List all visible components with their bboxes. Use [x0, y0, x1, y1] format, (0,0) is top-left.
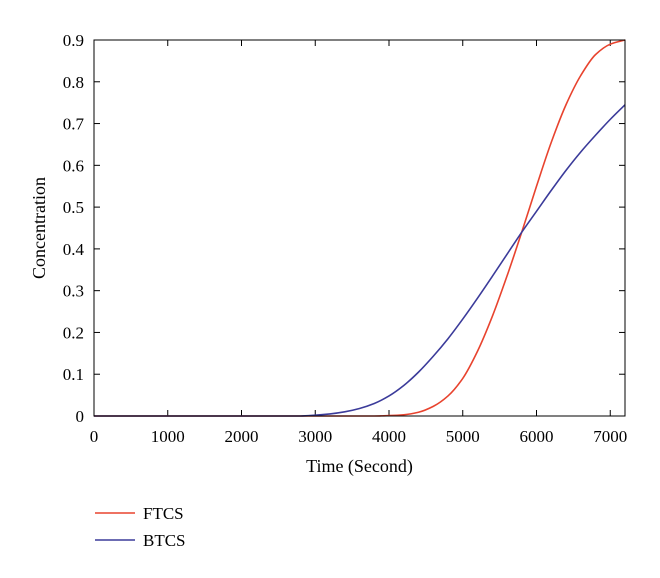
x-tick-label: 7000: [593, 427, 627, 446]
x-tick-label: 6000: [520, 427, 554, 446]
x-tick-label: 2000: [225, 427, 259, 446]
legend-label-ftcs: FTCS: [143, 504, 184, 523]
axis-ticks: 0 1000 2000 3000 4000 5000 6000 7000 0 0.1 0.2 0.3 0…: [63, 31, 628, 446]
series-line-ftcs: [93, 39, 626, 417]
x-tick-label: 5000: [446, 427, 480, 446]
y-tick-label: 0.9: [63, 31, 84, 50]
y-tick-label: 0.4: [63, 240, 85, 259]
y-tick-label: 0.6: [63, 156, 84, 175]
series-lines: [93, 39, 626, 417]
x-tick-label: 0: [90, 427, 99, 446]
legend-label-btcs: BTCS: [143, 531, 186, 550]
x-axis-title: Time (Second): [306, 456, 413, 477]
x-tick-label: 1000: [151, 427, 185, 446]
legend: FTCS BTCS: [95, 504, 186, 550]
y-tick-label: 0.7: [63, 115, 85, 134]
plot-frame: [93, 39, 626, 417]
series-line-btcs: [93, 104, 626, 417]
y-tick-label: 0.5: [63, 198, 84, 217]
y-tick-label: 0: [76, 407, 85, 426]
x-tick-label: 4000: [372, 427, 406, 446]
y-tick-label: 0.3: [63, 282, 84, 301]
y-tick-label: 0.2: [63, 323, 84, 342]
y-tick-label: 0.1: [63, 365, 84, 384]
y-axis-title: Concentration: [29, 177, 49, 279]
y-tick-label: 0.8: [63, 73, 84, 92]
x-tick-label: 3000: [298, 427, 332, 446]
